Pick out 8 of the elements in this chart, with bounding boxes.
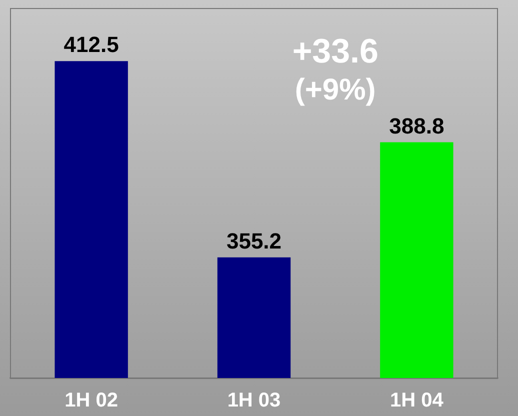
x-tick-label: 1H 03	[227, 390, 281, 412]
x-tick-label: 1H 02	[64, 390, 118, 412]
data-label: 412.5	[64, 32, 119, 58]
data-label: 355.2	[226, 228, 282, 254]
annotation: +33.6	[292, 32, 378, 70]
annotation: (+9%)	[294, 73, 376, 106]
x-tick-label: 1H 04	[390, 390, 444, 412]
data-label: 388.8	[389, 113, 444, 138]
